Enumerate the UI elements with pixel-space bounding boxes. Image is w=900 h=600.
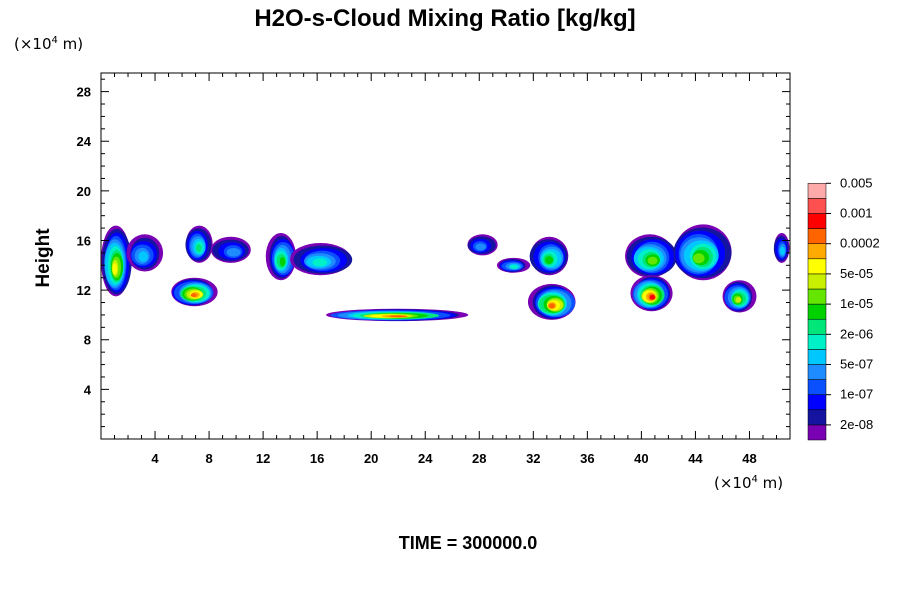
x-tick-label: 8 [205, 451, 212, 466]
x-tick-label: 36 [580, 451, 594, 466]
colorbar-label: 2e-08 [840, 417, 873, 432]
x-tick-label: 44 [688, 451, 703, 466]
y-axis-label: Height [33, 228, 54, 288]
x-tick-label: 48 [742, 451, 756, 466]
x-tick-label: 12 [256, 451, 270, 466]
cloud-cell [529, 236, 569, 276]
colorbar-swatch [807, 394, 827, 411]
colorbar-swatch [807, 424, 827, 441]
cloud-cell [325, 308, 469, 322]
colorbar-swatch [807, 318, 827, 335]
cloud-cell [185, 225, 213, 263]
cloud-contour [195, 243, 202, 253]
cloud-contour [693, 253, 705, 264]
y-tick-label: 4 [84, 382, 92, 397]
colorbar-label: 1e-07 [840, 387, 873, 402]
cloud-contour [649, 295, 656, 300]
cloud-contour [226, 247, 241, 257]
colorbar-swatch [807, 409, 827, 426]
x-tick-label: 32 [526, 451, 540, 466]
colorbar-swatch [807, 243, 827, 260]
cloud-contour [389, 315, 408, 318]
colorbar-label: 1e-05 [840, 296, 873, 311]
footer-time: TIME = 300000.0 [399, 533, 538, 553]
colorbar-swatch [807, 273, 827, 290]
colorbar-swatch [807, 213, 827, 229]
colorbar-swatch [807, 183, 827, 199]
colorbar-label: 0.005 [840, 175, 873, 190]
colorbar-swatch [807, 198, 827, 214]
cloud-cell [630, 275, 673, 312]
colorbar-swatch [807, 228, 827, 244]
cloud-contour [548, 303, 555, 309]
cloud-cell [527, 283, 576, 320]
cloud-contour [779, 246, 785, 256]
colorbar-swatch [807, 288, 827, 305]
cloud-cell [210, 236, 251, 263]
cloud-contour [509, 264, 519, 269]
x-tick-label: 40 [634, 451, 648, 466]
colorbar-swatch [807, 303, 827, 320]
y-tick-label: 16 [77, 233, 91, 248]
cloud-cell [265, 233, 296, 281]
x-tick-label: 4 [151, 451, 159, 466]
x-tick-label: 24 [418, 451, 433, 466]
x-unit-label: (×104 m) [714, 474, 783, 492]
colorbar-swatch [807, 349, 827, 365]
cloud-cell [722, 280, 757, 313]
cloud-cell [101, 225, 132, 297]
x-tick-label: 28 [472, 451, 486, 466]
y-tick-label: 8 [84, 333, 91, 348]
cloud-contour [735, 297, 742, 303]
colorbar: 2e-08 1e-07 5e-07 2e-06 1e-05 5e-05 0.0002 0.00… [807, 175, 880, 441]
colorbar-label: 0.0002 [840, 236, 880, 251]
cloud-cell [126, 234, 164, 272]
cloud-contour [544, 256, 554, 264]
cloud-cell [496, 257, 531, 273]
cloud-cell [673, 224, 732, 281]
cloud-contour [138, 251, 149, 262]
cloud-contour [475, 243, 486, 251]
y-tick-label: 12 [77, 283, 91, 298]
cloud-cell [171, 277, 218, 307]
cloud-cell [773, 233, 790, 263]
cloud-cell [290, 242, 353, 276]
colorbar-label: 5e-05 [840, 266, 873, 281]
cloud-contour [312, 258, 328, 267]
colorbar-label: 0.001 [840, 206, 873, 221]
cloud-contour [279, 256, 286, 267]
mixing-ratio-field [101, 224, 790, 322]
colorbar-swatch [807, 334, 827, 350]
y-unit-label: (×104 m) [14, 35, 83, 53]
cloud-cell [467, 234, 498, 256]
cloud-contour [112, 263, 117, 275]
colorbar-swatch [807, 364, 827, 380]
y-tick-label: 28 [77, 85, 91, 100]
cloud-cell [625, 234, 677, 278]
cloud-contour [190, 293, 197, 298]
x-tick-label: 20 [364, 451, 378, 466]
y-tick-label: 24 [77, 134, 92, 149]
y-tick-label: 20 [77, 184, 91, 199]
colorbar-swatch [807, 258, 827, 275]
cloud-contour [647, 256, 658, 265]
x-tick-label: 16 [310, 451, 324, 466]
chart-title: H2O-s-Cloud Mixing Ratio [kg/kg] [254, 5, 635, 32]
colorbar-swatch [807, 379, 827, 395]
colorbar-label: 2e-06 [840, 326, 873, 341]
plot-frame [100, 72, 791, 440]
colorbar-label: 5e-07 [840, 357, 873, 372]
